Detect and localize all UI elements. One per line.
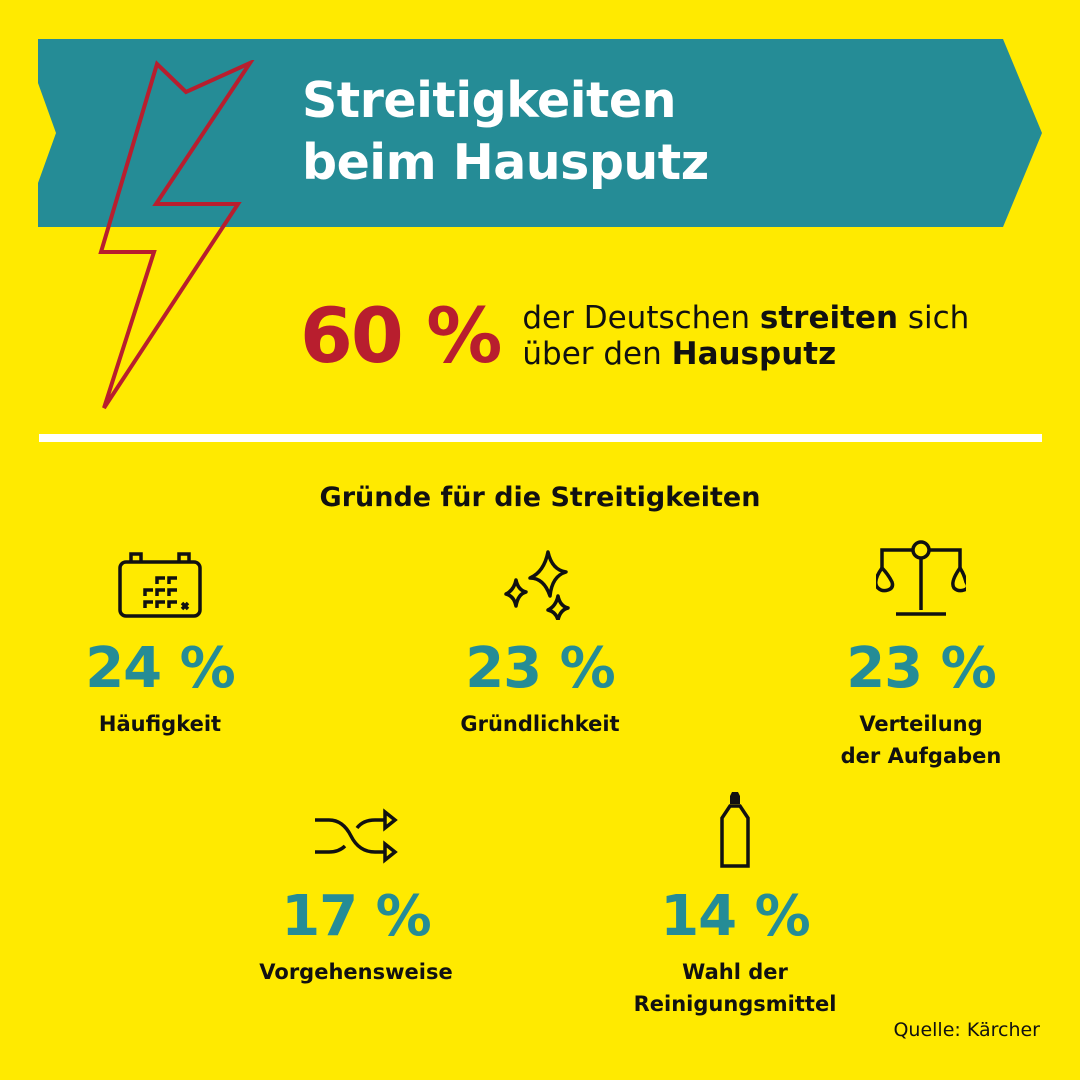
- lightning-bolt-icon: [98, 60, 255, 410]
- reason-percent: 23 %: [846, 636, 997, 701]
- reason-label: Verteilung der Aufgaben: [840, 712, 1002, 768]
- reason-percent: 14 %: [660, 884, 811, 949]
- banner-shape: [38, 39, 1042, 227]
- reason-label: Gründlichkeit: [460, 712, 620, 736]
- shuffle-icon: [315, 808, 398, 864]
- divider: [39, 434, 1042, 442]
- bottle-icon: [720, 792, 750, 868]
- reason-item: 24 % Häufigkeit: [30, 540, 290, 740]
- reason-label: Wahl der Reinigungsmittel: [633, 960, 837, 1016]
- headline-text: der Deutschen streiten sich über den Hau…: [522, 300, 970, 372]
- reason-item: 23 % Gründlichkeit: [410, 540, 670, 740]
- reason-item: 17 % Vorgehensweise: [226, 788, 486, 988]
- reason-label: Häufigkeit: [98, 712, 222, 736]
- title-line-2: beim Hausputz: [302, 134, 709, 191]
- headline-stat: 60 % der Deutschen streiten sich über de…: [300, 296, 969, 376]
- reason-percent: 24 %: [85, 636, 236, 701]
- headline-percent: 60 %: [300, 291, 502, 380]
- section-title: Gründe für die Streitigkeiten: [319, 482, 761, 513]
- reason-item: 14 % Wahl der Reinigungsmittel: [605, 788, 865, 1020]
- reason-item: 23 % Verteilung der Aufgaben: [791, 540, 1051, 772]
- reason-percent: 17 %: [281, 884, 432, 949]
- reason-percent: 23 %: [465, 636, 616, 701]
- source-note: Quelle: Kärcher: [893, 1019, 1040, 1041]
- title-line-1: Streitigkeiten: [302, 72, 677, 129]
- calendar-icon: [118, 552, 202, 618]
- sparkles-icon: [504, 550, 570, 620]
- scale-icon: [876, 540, 966, 616]
- title-banner: [38, 39, 1042, 227]
- page-title: Streitigkeiten beim Hausputz: [302, 70, 709, 194]
- reason-label: Vorgehensweise: [259, 960, 453, 984]
